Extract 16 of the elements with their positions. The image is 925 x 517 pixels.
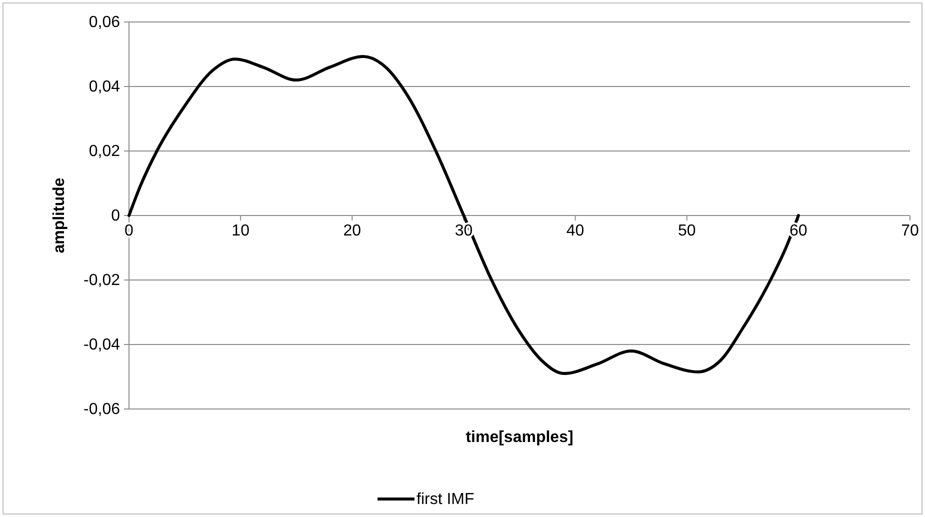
x-tick-label: 50 bbox=[678, 222, 696, 240]
x-tick-label: 40 bbox=[566, 222, 584, 240]
y-tick-label: 0,06 bbox=[88, 14, 120, 31]
y-tick-label: -0,04 bbox=[84, 336, 120, 354]
y-tick-label: 0,04 bbox=[88, 78, 120, 96]
y-tick-label: -0,06 bbox=[84, 401, 120, 418]
x-tick-label: 70 bbox=[901, 222, 919, 240]
legend-label: first IMF bbox=[416, 491, 474, 508]
x-tick-label: 0 bbox=[124, 222, 134, 240]
y-tick-label: 0 bbox=[111, 208, 120, 224]
y-tick-label: -0,02 bbox=[84, 272, 120, 289]
y-axis-title: amplitude bbox=[51, 178, 68, 254]
x-tick-label: 20 bbox=[343, 222, 362, 240]
y-tick-label: 0,02 bbox=[88, 143, 120, 160]
x-axis-title: time[samples] bbox=[466, 429, 574, 446]
x-tick-label: 10 bbox=[232, 222, 250, 240]
